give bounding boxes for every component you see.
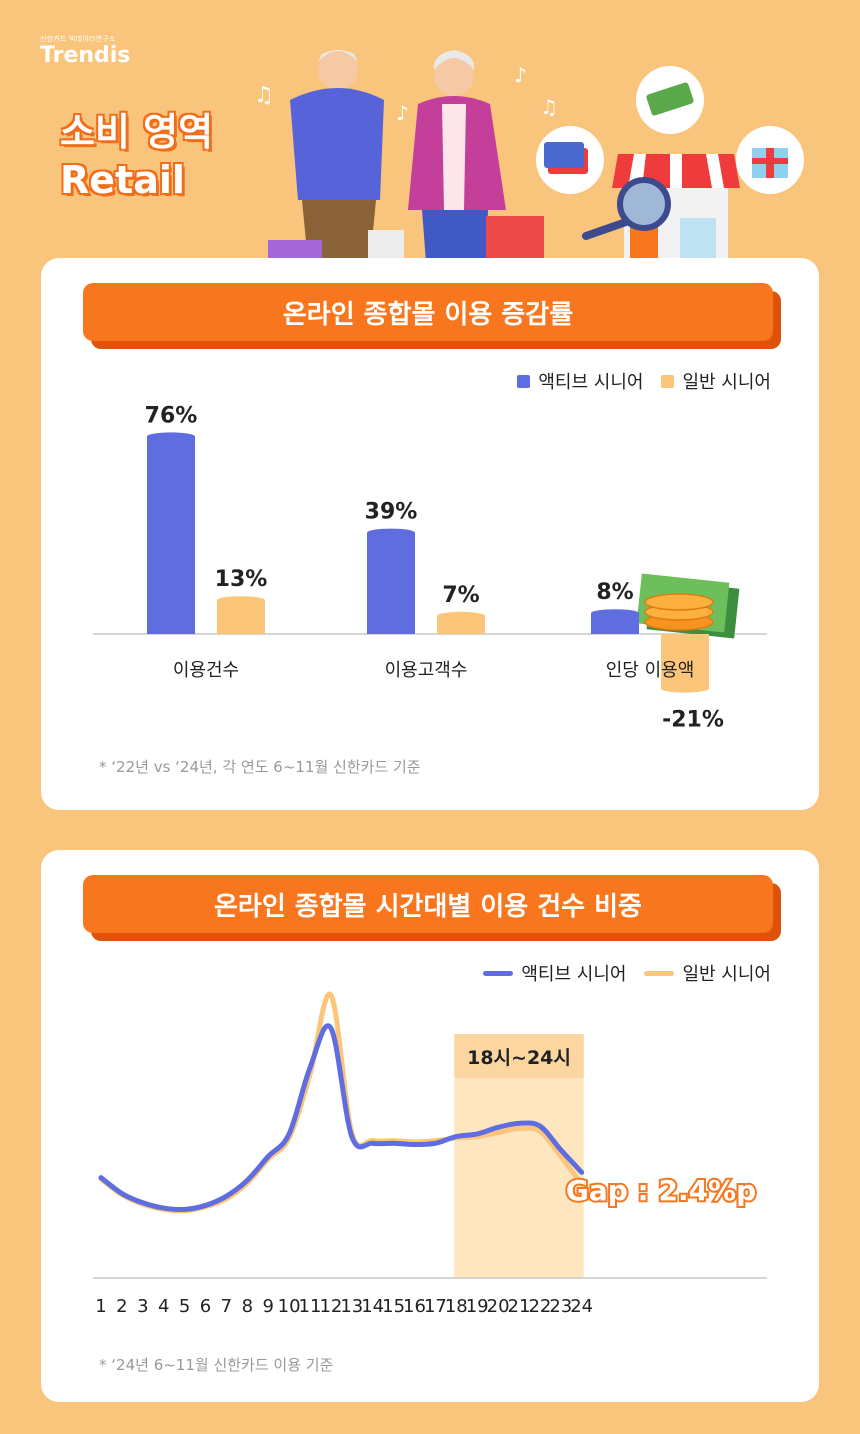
x-tick-label: 22 xyxy=(528,1296,551,1317)
x-tick-label: 8 xyxy=(242,1296,253,1317)
bar-cap xyxy=(217,596,265,605)
brand-logo: 신한카드 빅데이터연구소 Trendis xyxy=(40,34,130,68)
usage-change-bar-chart: 76% 13% 이용건수 39% 7% 이용고객수 8% -21% 인당 이용액 xyxy=(93,403,767,733)
coin-shape xyxy=(644,593,714,611)
money-coins-icon xyxy=(636,573,740,639)
x-tick-label: 16 xyxy=(403,1296,426,1317)
legend-swatch-active xyxy=(483,970,514,976)
legend-label-active: 액티브 시니어 xyxy=(521,964,627,985)
legend-swatch-general xyxy=(644,970,675,976)
hourly-share-title: 온라인 종합몰 시간대별 이용 건수 비중 xyxy=(214,891,642,922)
bar-cap xyxy=(147,432,195,441)
x-tick-label: 23 xyxy=(549,1296,572,1317)
x-tick-label: 19 xyxy=(466,1296,489,1317)
bar-value-label: 7% xyxy=(442,583,479,608)
x-tick-label: 14 xyxy=(361,1296,384,1317)
x-tick-label: 10 xyxy=(278,1296,301,1317)
legend-label-general: 일반 시니어 xyxy=(682,964,771,985)
x-tick-label: 3 xyxy=(137,1296,148,1317)
credit-card-bubble-icon xyxy=(536,126,604,194)
shopping-seniors-illustration: ♫ ♪ ♪ ♫ xyxy=(254,50,804,262)
bar-general-3 xyxy=(661,634,709,689)
x-tick-label: 9 xyxy=(262,1296,273,1317)
x-tick-label: 2 xyxy=(116,1296,127,1317)
legend-label-general: 일반 시니어 xyxy=(682,372,771,393)
bar-cap xyxy=(661,684,709,693)
legend-label-active: 액티브 시니어 xyxy=(538,372,644,393)
banner-face: 온라인 종합몰 이용 증감률 xyxy=(83,283,773,341)
hourly-share-footnote: * ‘24년 6~11월 신한카드 이용 기준 xyxy=(99,1356,334,1374)
x-tick-label: 24 xyxy=(570,1296,593,1317)
category-label: 이용건수 xyxy=(173,660,239,681)
music-note-icon: ♫ xyxy=(540,95,558,119)
store-icon xyxy=(582,154,740,262)
x-tick-label: 4 xyxy=(158,1296,169,1317)
x-tick-label: 5 xyxy=(179,1296,190,1317)
x-tick-label: 15 xyxy=(382,1296,405,1317)
music-note-icon: ♪ xyxy=(396,101,409,125)
category-label: 인당 이용액 xyxy=(606,660,695,681)
usage-change-banner: 온라인 종합몰 이용 증감률 xyxy=(83,283,781,349)
banner-face: 온라인 종합몰 시간대별 이용 건수 비중 xyxy=(83,875,773,933)
x-tick-label: 1 xyxy=(95,1296,106,1317)
x-tick-label: 17 xyxy=(424,1296,447,1317)
hero-title-english: Retail xyxy=(60,158,185,202)
bar-value-label: 76% xyxy=(145,403,198,428)
x-tick-label: 20 xyxy=(487,1296,510,1317)
bar-general-1 xyxy=(217,600,265,634)
bar-value-label: 39% xyxy=(365,500,418,525)
usage-change-title: 온라인 종합몰 이용 증감률 xyxy=(282,299,574,330)
hero-title-korean: 소비 영역 xyxy=(60,110,214,154)
bar-general-2 xyxy=(437,615,485,634)
highlight-header xyxy=(454,1034,584,1078)
bar-active-1 xyxy=(147,436,195,634)
x-tick-label: 7 xyxy=(221,1296,232,1317)
x-tick-label: 18 xyxy=(445,1296,468,1317)
bar-active-2 xyxy=(367,532,415,634)
bar-cap xyxy=(367,528,415,537)
legend-item-general: 일반 시니어 xyxy=(644,960,771,986)
bar-value-label: 13% xyxy=(215,567,268,592)
legend-item-active: 액티브 시니어 xyxy=(483,960,626,986)
x-tick-label: 12 xyxy=(319,1296,342,1317)
usage-change-footnote: * ‘22년 vs ‘24년, 각 연도 6~11월 신한카드 기준 xyxy=(99,758,421,776)
brand-subtitle: 신한카드 빅데이터연구소 xyxy=(40,35,116,43)
bar-cap xyxy=(437,611,485,620)
gap-annotation: Gap : 2.4%p xyxy=(566,1174,756,1207)
music-note-icon: ♫ xyxy=(254,83,274,108)
x-tick-label: 21 xyxy=(508,1296,531,1317)
x-tick-label: 11 xyxy=(299,1296,322,1317)
bar-chart-legend: 액티브 시니어 일반 시니어 xyxy=(517,368,771,394)
line-chart-legend: 액티브 시니어 일반 시니어 xyxy=(483,960,771,986)
hourly-share-card: 온라인 종합몰 시간대별 이용 건수 비중 액티브 시니어 일반 시니어 18시… xyxy=(41,850,819,1402)
senior-man-figure xyxy=(268,50,404,262)
money-bubble-icon xyxy=(636,66,704,134)
legend-swatch-active xyxy=(517,374,531,388)
senior-woman-figure xyxy=(408,50,544,262)
line-series-active xyxy=(98,1023,585,1213)
bar-cap xyxy=(591,609,639,618)
hero-title: 소비 영역 Retail xyxy=(60,108,213,204)
x-tick-label: 6 xyxy=(200,1296,211,1317)
category-label: 이용고객수 xyxy=(385,660,468,681)
usage-change-card: 온라인 종합몰 이용 증감률 액티브 시니어 일반 시니어 76% 13% 이용건수… xyxy=(41,258,819,810)
music-note-icon: ♪ xyxy=(514,63,527,87)
legend-item-general: 일반 시니어 xyxy=(661,368,771,394)
bar-active-3 xyxy=(591,613,639,634)
highlight-label: 18시~24시 xyxy=(467,1047,571,1069)
legend-swatch-general xyxy=(661,374,675,388)
bar-value-label: -21% xyxy=(662,708,724,733)
bar-value-label: 8% xyxy=(596,580,633,605)
legend-item-active: 액티브 시니어 xyxy=(517,368,643,394)
brand-name: Trendis xyxy=(40,43,131,68)
hourly-share-banner: 온라인 종합몰 시간대별 이용 건수 비중 xyxy=(83,875,781,941)
x-tick-label: 13 xyxy=(340,1296,363,1317)
gift-bubble-icon xyxy=(736,126,804,194)
